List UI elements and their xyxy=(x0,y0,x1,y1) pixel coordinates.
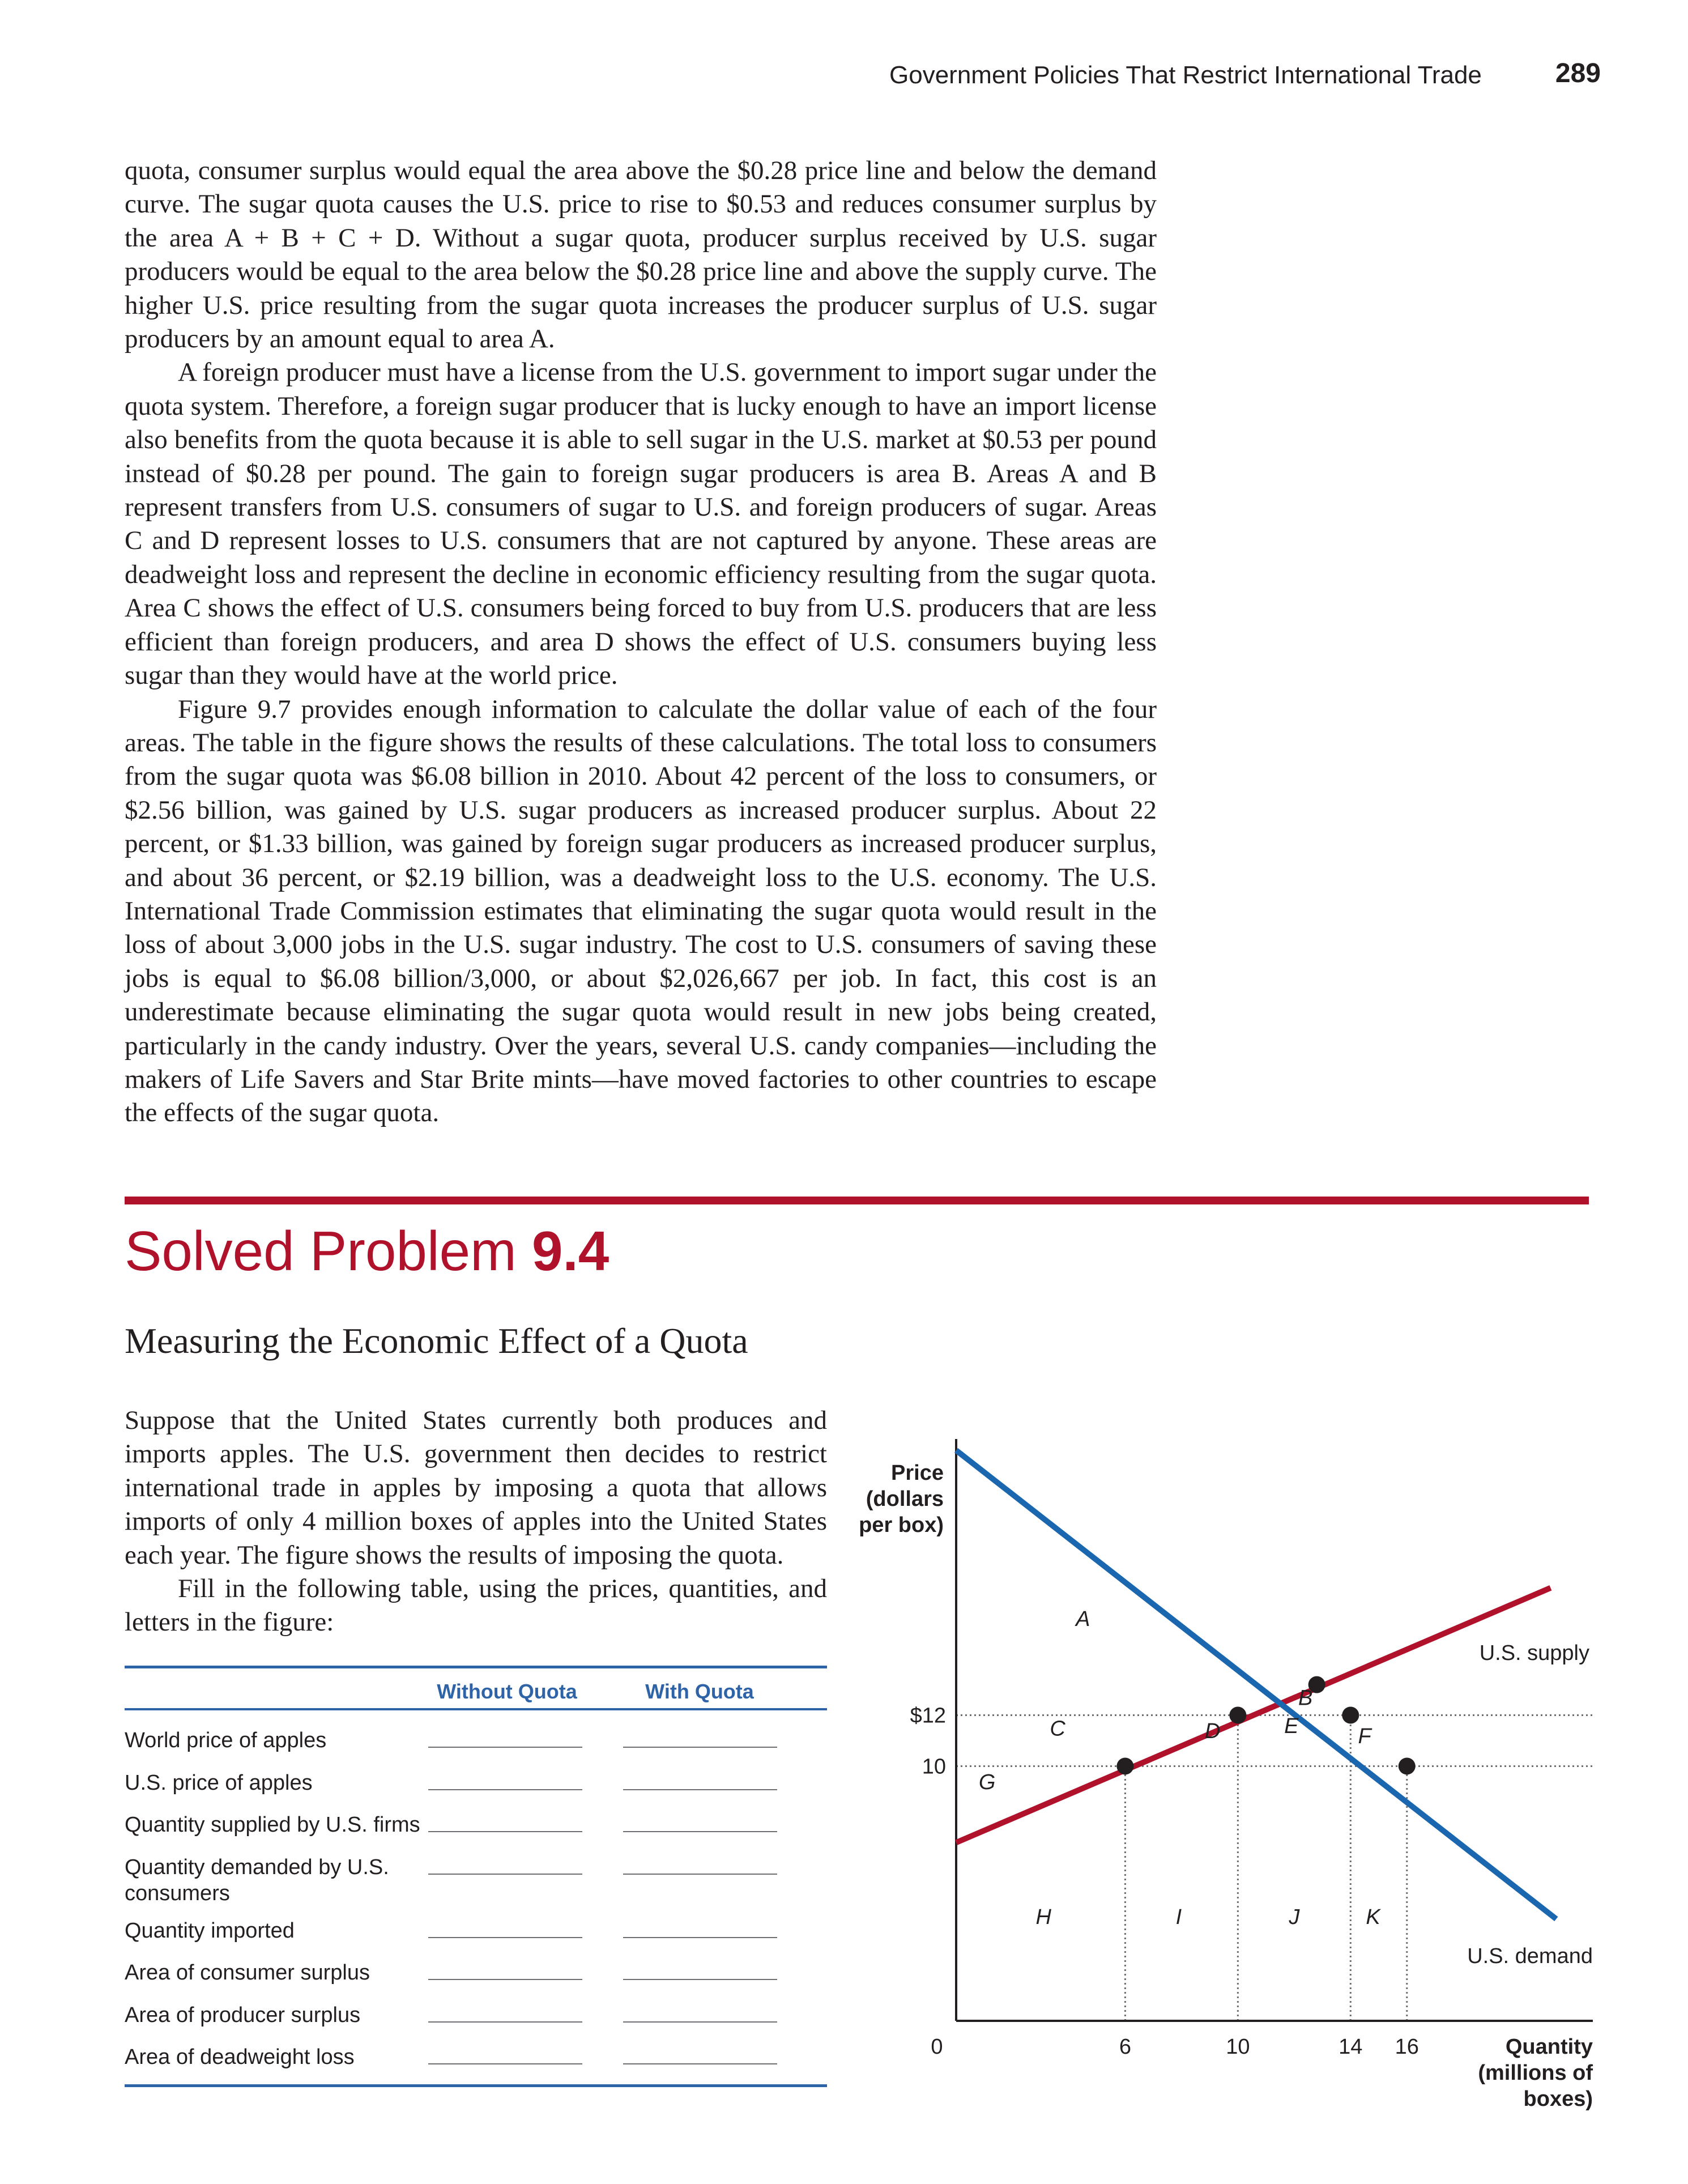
row-label: Quantity supplied by U.S. firms xyxy=(125,1813,420,1837)
origin-label: 0 xyxy=(931,2035,943,2059)
equilibrium-point xyxy=(1116,1757,1134,1775)
column-header-without-quota: Without Quota xyxy=(437,1680,577,1703)
body-text: quota, consumer surplus would equal the … xyxy=(125,154,1157,1130)
section-divider xyxy=(125,1197,1589,1204)
row-label: Quantity imported xyxy=(125,1918,295,1943)
answer-blank[interactable] xyxy=(623,1747,777,1748)
paragraph: Suppose that the United States currently… xyxy=(125,1406,827,1570)
x-tick-label: 6 xyxy=(1119,2035,1131,2059)
answer-blank[interactable] xyxy=(428,1831,582,1832)
answer-blank[interactable] xyxy=(428,2021,582,2023)
table-row: Quantity imported xyxy=(125,1905,827,1948)
y-axis-title: Price xyxy=(891,1461,944,1485)
row-label: Area of producer surplus xyxy=(125,2003,361,2027)
area-label: H xyxy=(1035,1905,1051,1929)
answer-blank[interactable] xyxy=(623,1789,777,1790)
row-label: U.S. price of apples xyxy=(125,1770,313,1795)
y-axis-title: per box) xyxy=(859,1513,944,1537)
supply-curve xyxy=(955,1585,1552,1845)
paragraph: Fill in the following table, using the p… xyxy=(125,1574,827,1637)
solved-problem-number: 9.4 xyxy=(532,1220,609,1282)
answer-blank[interactable] xyxy=(428,1789,582,1790)
x-tick-label: 16 xyxy=(1395,2035,1419,2059)
answer-blank[interactable] xyxy=(623,1936,777,1938)
paragraph: Figure 9.7 provides enough information t… xyxy=(125,694,1157,1128)
supply-curve-label: U.S. supply xyxy=(1480,1641,1589,1665)
equilibrium-point xyxy=(1229,1706,1247,1724)
column-header-with-quota: With Quota xyxy=(645,1680,754,1703)
page-number: 289 xyxy=(1555,58,1601,88)
area-label: C xyxy=(1050,1717,1065,1741)
answer-blank[interactable] xyxy=(623,2063,777,2064)
x-tick-label: 10 xyxy=(1226,2035,1250,2059)
table-rule xyxy=(125,2084,827,2087)
row-label: Area of deadweight loss xyxy=(125,2045,355,2069)
answer-blank[interactable] xyxy=(623,1831,777,1832)
answer-blank[interactable] xyxy=(428,1747,582,1748)
paragraph: quota, consumer surplus would equal the … xyxy=(125,156,1157,354)
table-row: Quantity demanded by U.S. consumers xyxy=(125,1842,827,1905)
area-label: E xyxy=(1284,1714,1299,1738)
demand-curve xyxy=(954,1448,1558,1922)
table-row: Area of consumer surplus xyxy=(125,1947,827,1990)
demand-curve-label: U.S. demand xyxy=(1467,1944,1593,1968)
row-label: Quantity demanded by U.S. consumers xyxy=(125,1855,389,1905)
paragraph: A foreign producer must have a license f… xyxy=(125,357,1157,691)
solved-problem-label: Solved Problem xyxy=(125,1220,517,1282)
area-label: B xyxy=(1298,1687,1312,1710)
table-header: Without Quota With Quota xyxy=(125,1668,827,1708)
area-label: J xyxy=(1288,1905,1300,1929)
answer-blank[interactable] xyxy=(428,2063,582,2064)
answer-blank[interactable] xyxy=(623,1979,777,1980)
area-label: F xyxy=(1358,1725,1372,1748)
row-label: Area of consumer surplus xyxy=(125,1961,370,1985)
table-rule xyxy=(125,1666,827,1668)
x-axis-title: Quantity xyxy=(1506,2035,1593,2059)
table-row: Area of deadweight loss xyxy=(125,2032,827,2074)
x-tick-label: 14 xyxy=(1339,2035,1362,2059)
area-label: D xyxy=(1205,1719,1220,1743)
solved-problem-subtitle: Measuring the Economic Effect of a Quota xyxy=(125,1321,748,1361)
table-row: Quantity supplied by U.S. firms xyxy=(125,1799,827,1842)
x-axis-title: boxes) xyxy=(1524,2087,1593,2111)
answer-blank[interactable] xyxy=(428,1979,582,1980)
y-tick-label: $12 xyxy=(910,1704,946,1728)
equilibrium-point xyxy=(1308,1676,1325,1693)
equilibrium-point xyxy=(1342,1706,1359,1724)
answer-table: Without Quota With Quota World price of … xyxy=(125,1666,827,2087)
x-axis-title: (millions of xyxy=(1478,2061,1593,2085)
answer-blank[interactable] xyxy=(623,2021,777,2023)
answer-blank[interactable] xyxy=(428,1936,582,1938)
equilibrium-point xyxy=(1398,1757,1416,1775)
area-label: G xyxy=(979,1770,996,1794)
table-row: Area of producer surplus xyxy=(125,1990,827,2032)
solved-problem-title: Solved Problem 9.4 xyxy=(125,1219,609,1283)
problem-text: Suppose that the United States currently… xyxy=(125,1404,827,1640)
table-rule xyxy=(125,1708,827,1710)
area-label: I xyxy=(1176,1905,1182,1929)
table-row: U.S. price of apples xyxy=(125,1757,827,1800)
answer-blank[interactable] xyxy=(623,1873,777,1875)
quota-chart: U.S. supply U.S. demand A B C D E F G H I J K $12 10 6 1… xyxy=(859,1439,1593,2111)
y-tick-label: 10 xyxy=(922,1755,946,1778)
y-axis-title: (dollars xyxy=(866,1487,944,1511)
running-head: Government Policies That Restrict Intern… xyxy=(889,61,1482,89)
row-label: World price of apples xyxy=(125,1729,327,1752)
area-label: A xyxy=(1075,1607,1090,1631)
table-row: World price of apples xyxy=(125,1715,827,1757)
area-label: K xyxy=(1366,1905,1381,1929)
answer-blank[interactable] xyxy=(428,1873,582,1875)
